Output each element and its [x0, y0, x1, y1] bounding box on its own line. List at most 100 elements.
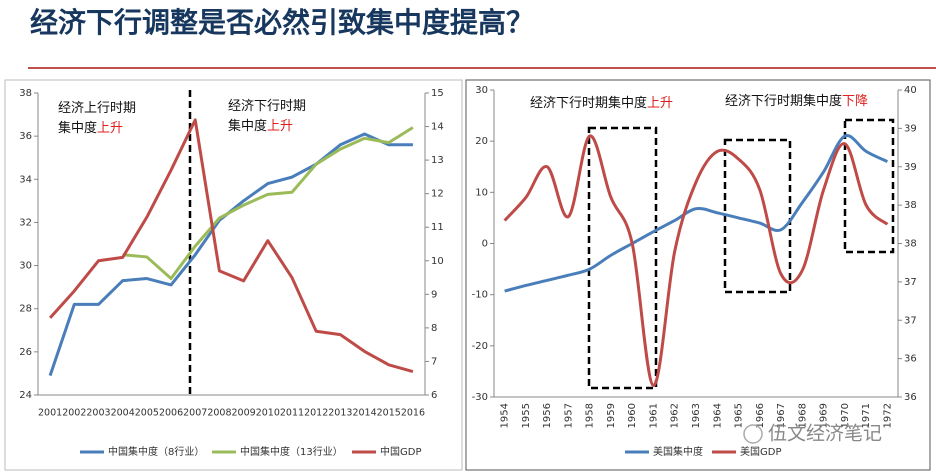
highlight-box [843, 118, 895, 254]
series-line [504, 134, 889, 293]
legend-label: 中国GDP [380, 445, 421, 458]
y2-tick-label: 8 [431, 323, 437, 334]
annotation-text: 集中度 [228, 118, 267, 134]
x-tick-label: 1970 [840, 403, 851, 428]
watermark-icon [743, 424, 763, 444]
y2-tick-label: 37 [904, 315, 917, 326]
x-tick-label: 1972 [882, 403, 893, 428]
annotation-text: 经济下行时期集中度 [725, 93, 842, 109]
x-tick-label: 2005 [135, 408, 159, 419]
y-tick-label: -30 [472, 392, 488, 403]
x-tick-label: 2011 [280, 408, 304, 419]
y-tick-label: 34 [19, 174, 32, 185]
x-tick-label: 1954 [500, 403, 511, 428]
highlight-box [587, 126, 658, 390]
legend-label: 中国集中度（13行业） [240, 445, 343, 458]
x-tick-label: 2003 [86, 408, 110, 419]
series-line [48, 132, 413, 377]
x-tick-label: 2014 [352, 408, 376, 419]
x-tick-label: 1969 [819, 403, 830, 428]
x-tick-label: 2002 [62, 408, 86, 419]
y2-tick-label: 15 [431, 88, 444, 99]
y-tick-label: 0 [482, 239, 488, 250]
y-tick-label: 38 [19, 88, 32, 99]
annotation: 集中度上升 [58, 120, 123, 136]
legend-label: 美国集中度 [653, 445, 703, 458]
x-tick-label: 1963 [691, 403, 702, 428]
y2-tick-label: 9 [431, 289, 437, 300]
annotation: 经济下行时期 [228, 99, 306, 114]
annotation-highlight: 上升 [647, 96, 673, 111]
y2-tick-label: 12 [431, 189, 444, 200]
y2-tick-label: 36 [904, 354, 917, 365]
x-tick-label: 2016 [401, 408, 425, 419]
legend-label: 美国GDP [740, 445, 781, 458]
x-tick-label: 1968 [797, 403, 808, 428]
annotation: 经济下行时期集中度下降 [725, 93, 868, 109]
y-tick-label: 28 [19, 304, 32, 315]
x-tick-label: 1965 [734, 403, 745, 428]
left-frame [4, 79, 463, 471]
x-tick-label: 2004 [111, 408, 135, 419]
series-line [48, 118, 414, 373]
legend-label: 中国集中度（8行业） [108, 445, 204, 458]
x-tick-label: 1959 [606, 403, 617, 428]
annotation-text: 集中度 [58, 120, 97, 136]
annotation-highlight: 上升 [267, 119, 293, 134]
x-tick-label: 1964 [712, 403, 723, 428]
y2-tick-label: 13 [431, 155, 444, 166]
x-tick-label: 2009 [232, 408, 256, 419]
annotation-text: 经济下行时期集中度 [530, 95, 647, 111]
x-tick-label: 2006 [159, 408, 183, 419]
y2-tick-label: 36 [904, 392, 917, 403]
y-tick-label: 30 [475, 85, 488, 96]
y-tick-label: -20 [472, 341, 488, 352]
y-tick-label: 20 [475, 136, 488, 147]
series-line [122, 126, 414, 281]
y2-tick-label: 40 [904, 85, 917, 96]
x-tick-label: 2012 [304, 408, 328, 419]
y-tick-label: 24 [19, 390, 32, 401]
y2-tick-label: 14 [431, 122, 444, 133]
x-tick-label: 2015 [377, 408, 401, 419]
y-tick-label: 10 [475, 187, 488, 198]
x-tick-label: 2013 [328, 408, 352, 419]
x-tick-label: 1960 [627, 403, 638, 428]
x-tick-label: 1962 [670, 403, 681, 428]
y2-tick-label: 11 [431, 222, 444, 233]
x-tick-label: 1971 [861, 403, 872, 428]
x-tick-label: 1966 [755, 403, 766, 428]
series-line [503, 134, 889, 387]
y2-tick-label: 6 [431, 390, 437, 401]
y-tick-label: 36 [19, 131, 32, 142]
x-tick-label: 1961 [648, 403, 659, 428]
x-tick-label: 2007 [183, 408, 207, 419]
y-tick-label: 32 [19, 217, 32, 228]
annotation-highlight: 下降 [842, 94, 868, 109]
annotation-text: 经济上行时期 [58, 101, 136, 116]
x-tick-label: 1957 [563, 403, 574, 428]
y2-tick-label: 7 [431, 356, 437, 367]
y-tick-label: 30 [19, 261, 32, 272]
y2-tick-label: 37 [904, 277, 917, 288]
annotation-text: 经济下行时期 [228, 99, 306, 114]
y2-tick-label: 39 [904, 162, 917, 173]
annotation: 经济上行时期 [58, 101, 136, 116]
x-tick-label: 2008 [207, 408, 231, 419]
x-tick-label: 2001 [38, 408, 62, 419]
watermark: 伍文经济笔记 [768, 423, 882, 445]
annotation: 经济下行时期集中度上升 [530, 95, 673, 111]
x-tick-label: 1955 [521, 403, 532, 428]
annotation-highlight: 上升 [97, 121, 123, 136]
y2-tick-label: 38 [904, 239, 917, 250]
right-frame [465, 79, 931, 471]
y2-tick-label: 38 [904, 200, 917, 211]
y-tick-label: 26 [19, 347, 32, 358]
y2-tick-label: 10 [431, 256, 444, 267]
slide-title: 经济下行调整是否必然引致集中度提高？ [30, 6, 534, 39]
x-tick-label: 1967 [776, 403, 787, 428]
annotation: 集中度上升 [228, 118, 293, 134]
x-tick-label: 2010 [256, 408, 280, 419]
